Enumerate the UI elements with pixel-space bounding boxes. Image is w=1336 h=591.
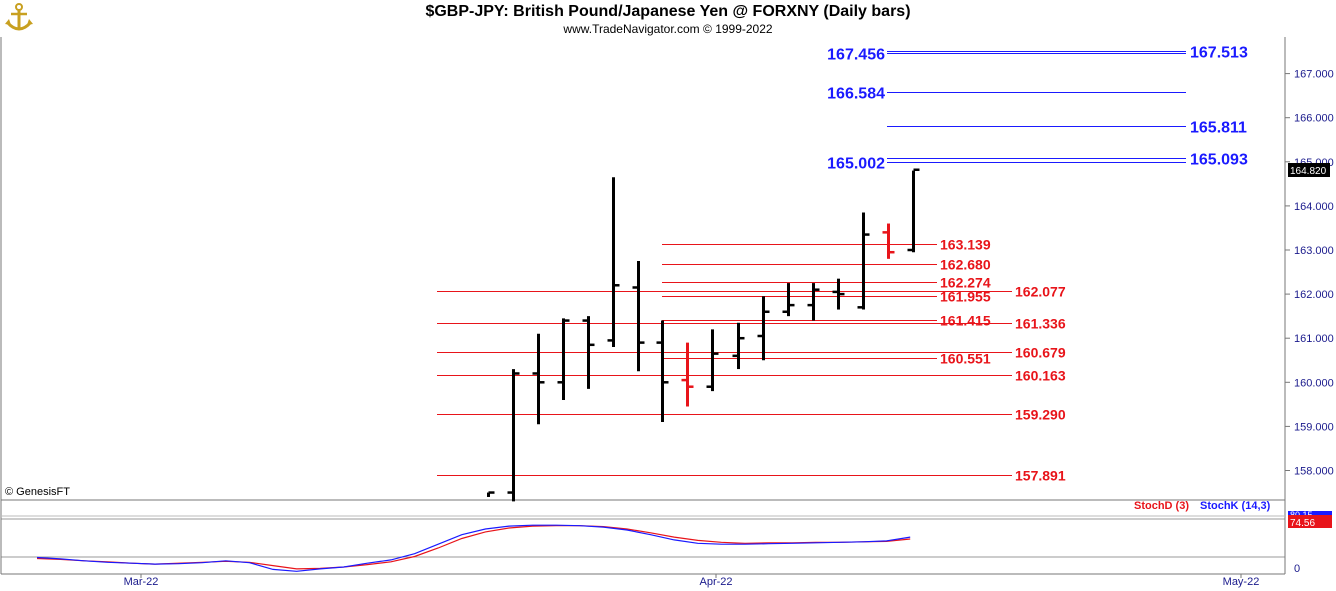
blue-level-label: 167.513 xyxy=(1190,45,1248,62)
blue-level-label: 167.456 xyxy=(827,47,885,64)
last-price-box xyxy=(1288,163,1330,177)
y-tick-label: 159.000 xyxy=(1294,421,1334,433)
ohlc-bar xyxy=(757,296,770,361)
y-tick-label: 162.000 xyxy=(1294,289,1334,301)
y-tick-label: 160.000 xyxy=(1294,377,1334,389)
ohlc-bar xyxy=(607,177,620,348)
ohlc-bar xyxy=(857,212,870,310)
ohlc-bar xyxy=(907,168,920,253)
chart-subtitle: www.TradeNavigator.com © 1999-2022 xyxy=(563,22,773,36)
last-price-label: 164.820 xyxy=(1290,166,1327,177)
x-tick-label: May-22 xyxy=(1223,576,1260,588)
ohlc-bar xyxy=(632,261,645,372)
ohlc-bar xyxy=(882,223,895,259)
y-tick-label: 167.000 xyxy=(1294,69,1334,81)
stoch-d-value: 74.56 xyxy=(1290,518,1315,529)
red-level-label: 160.679 xyxy=(1015,345,1066,361)
y-tick-label: 158.000 xyxy=(1294,466,1334,478)
ohlc-bar xyxy=(807,283,820,321)
red-level-label: 162.077 xyxy=(1015,284,1066,300)
red-level-label: 162.680 xyxy=(940,257,991,273)
stoch-d-legend: StochD (3) xyxy=(1134,500,1189,512)
x-tick-label: Apr-22 xyxy=(699,576,732,588)
y-tick-label: 161.000 xyxy=(1294,333,1334,345)
y-tick-label: 163.000 xyxy=(1294,245,1334,257)
red-level-label: 161.336 xyxy=(1015,316,1066,332)
ohlc-bar xyxy=(681,342,694,407)
ohlc-bar xyxy=(782,283,795,317)
red-level-label: 162.274 xyxy=(940,275,991,291)
ohlc-bar xyxy=(582,316,595,389)
stoch-d-value-box xyxy=(1288,515,1332,528)
ohlc-bar xyxy=(706,329,719,392)
red-level-label: 163.139 xyxy=(940,237,991,253)
chart-title: $GBP-JPY: British Pound/Japanese Yen @ F… xyxy=(425,3,911,20)
ohlc-bar xyxy=(487,491,495,497)
ohlc-bar xyxy=(557,318,570,400)
y-tick-label: 166.000 xyxy=(1294,113,1334,125)
red-level-label: 157.891 xyxy=(1015,468,1066,484)
red-level-label: 159.290 xyxy=(1015,407,1066,423)
ohlc-bar xyxy=(507,369,520,502)
chart-header: $GBP-JPY: British Pound/Japanese Yen @ F… xyxy=(0,0,1336,37)
stoch-k-legend: StochK (14,3) xyxy=(1200,500,1271,512)
stoch-zero-tick: 0 xyxy=(1294,563,1300,575)
ohlc-bar xyxy=(832,278,845,310)
red-level-label: 161.415 xyxy=(940,313,991,329)
ohlc-bar xyxy=(532,333,545,425)
red-level-label: 161.955 xyxy=(940,289,991,305)
blue-level-label: 165.002 xyxy=(827,156,885,173)
ohlc-bar xyxy=(656,320,669,422)
ohlc-bar xyxy=(732,322,745,370)
y-tick-label: 164.000 xyxy=(1294,201,1334,213)
blue-level-label: 165.811 xyxy=(1190,120,1247,137)
stoch-k-line xyxy=(36,524,911,572)
x-tick-label: Mar-22 xyxy=(124,576,159,588)
red-level-label: 160.551 xyxy=(940,351,991,367)
copyright-label: © GenesisFT xyxy=(5,486,70,498)
blue-level-label: 165.093 xyxy=(1190,152,1248,169)
anchor-logo-icon xyxy=(5,3,33,31)
blue-level-label: 166.584 xyxy=(827,86,885,103)
red-level-label: 160.163 xyxy=(1015,368,1066,384)
